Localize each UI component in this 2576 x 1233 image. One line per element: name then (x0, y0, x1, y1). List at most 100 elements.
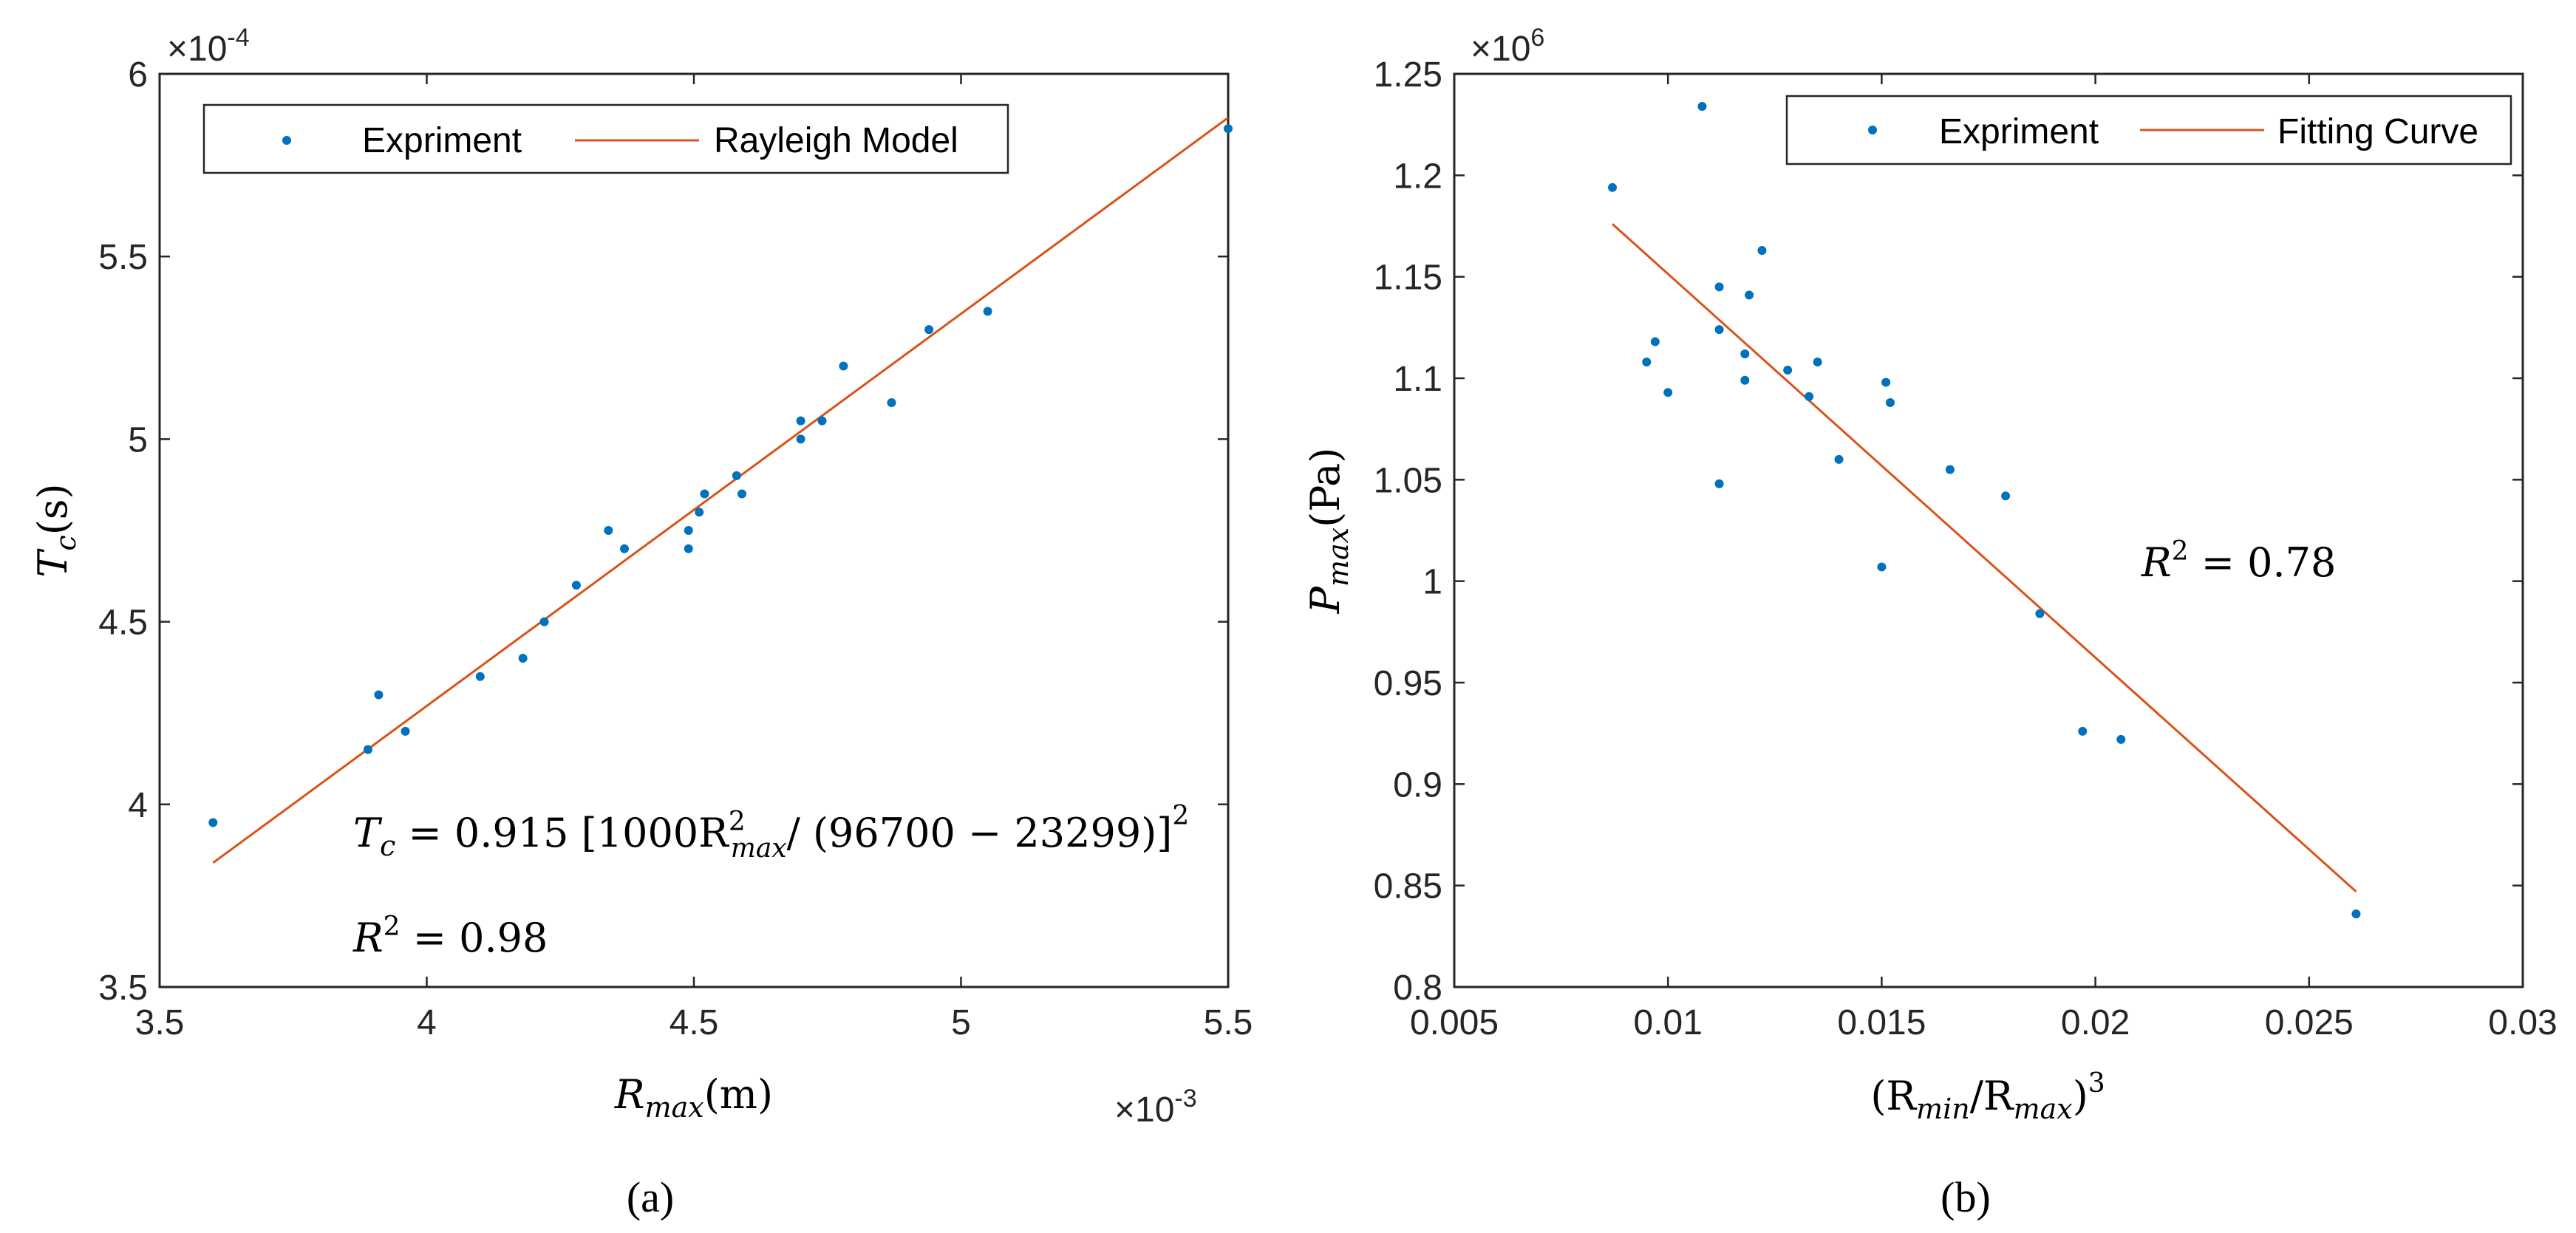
y-tick-label: 5 (128, 420, 148, 460)
data-point (1642, 358, 1652, 367)
x-tick-label: 0.02 (2061, 1003, 2130, 1042)
y-tick-label: 1.2 (1393, 157, 1442, 196)
x-tick-label: 4 (417, 1003, 437, 1042)
y-axis-label-b: Pmax(Pa) (1302, 448, 1355, 615)
data-point (817, 416, 827, 426)
data-point (1608, 182, 1618, 192)
x-axis-label-b: (Rmin/Rmax)3 (1870, 1068, 2105, 1125)
x-tick-label: 0.025 (2265, 1003, 2354, 1042)
data-point (539, 617, 549, 626)
series-b (1608, 101, 2361, 919)
r2-annotation-a: R2 = 0.98 (352, 912, 548, 961)
x-tick-label: 0.03 (2488, 1003, 2557, 1042)
x-multiplier-a: ×10-3 (1114, 1085, 1197, 1130)
data-point (2351, 909, 2361, 919)
data-point (2035, 609, 2045, 618)
data-point (887, 397, 896, 407)
data-point (1663, 388, 1673, 397)
y-tick-label: 1.1 (1393, 360, 1442, 399)
data-point (684, 544, 693, 553)
legend-box-a (202, 103, 1009, 174)
data-point (1813, 358, 1822, 367)
data-point (363, 745, 372, 754)
data-point (475, 672, 485, 681)
fit-line (212, 117, 1229, 864)
data-point (700, 489, 709, 499)
r2-annotation-b: R2 = 0.78 (2141, 536, 2336, 586)
data-point (1783, 366, 1793, 375)
y-tick-label: 0.85 (1374, 867, 1442, 906)
data-point (1877, 562, 1887, 572)
data-point (1697, 101, 1707, 111)
data-point (1745, 290, 1754, 300)
data-point (374, 690, 384, 700)
data-point (571, 581, 581, 590)
data-point (983, 307, 992, 316)
fit-line (1612, 223, 2357, 893)
y-multiplier-b: ×106 (1471, 24, 1544, 69)
data-point (1650, 337, 1660, 346)
legend-label-experiment-a: Expriment (362, 121, 522, 160)
data-point (2001, 491, 2011, 501)
data-point (208, 818, 218, 827)
data-point (1224, 124, 1233, 134)
legend-b: Expriment Fitting Curve (1785, 95, 2512, 165)
y-tick-label: 0.8 (1393, 969, 1442, 1008)
data-point (1714, 282, 1724, 292)
series-a (208, 117, 1233, 864)
y-tick-label: 5.5 (98, 238, 148, 277)
data-point (1714, 479, 1724, 488)
y-tick-label: 1 (1422, 563, 1442, 602)
data-point (796, 434, 805, 444)
x-axis-label-a: Rmax(m) (614, 1071, 773, 1124)
y-tick-label: 1.05 (1374, 461, 1442, 500)
x-tick-label: 4.5 (669, 1003, 719, 1042)
legend-marker-experiment-a (282, 136, 291, 145)
plot-area-b (1453, 72, 2524, 988)
data-point (1945, 465, 1955, 474)
x-ticks-a: 3.5 4 4.5 5 5.5 (135, 74, 1253, 1042)
y-multiplier-a: ×10-4 (167, 24, 250, 69)
y-tick-label: 4 (128, 786, 148, 825)
data-point (924, 325, 934, 335)
data-point (839, 361, 848, 371)
data-point (1805, 392, 1814, 401)
data-point (1885, 397, 1895, 407)
plot-area-a (158, 72, 1230, 988)
data-point (684, 526, 693, 535)
data-point (1757, 245, 1767, 255)
data-point (796, 416, 805, 426)
x-tick-label: 3.5 (135, 1003, 185, 1042)
x-tick-label: 5 (951, 1003, 971, 1042)
legend-label-model-a: Rayleigh Model (714, 121, 958, 160)
legend-marker-experiment-b (1868, 126, 1877, 134)
equation-annotation-a: Tc = 0.915 [1000R2 max/ (96700 − 23299)]2 (353, 801, 1189, 864)
data-point (1714, 325, 1724, 335)
y-tick-label: 0.95 (1374, 664, 1442, 703)
legend-a: Expriment Rayleigh Model (202, 103, 1009, 174)
x-tick-label: 5.5 (1204, 1003, 1253, 1042)
y-ticks-a: 3.5 4 4.5 5 5.5 6 (98, 55, 1228, 1008)
legend-label-experiment-b: Expriment (1939, 112, 2099, 151)
y-tick-label: 6 (128, 55, 148, 95)
data-point (695, 508, 704, 517)
y-tick-label: 1.25 (1374, 55, 1442, 95)
data-point (518, 654, 528, 663)
panel-a: 3.5 4 4.5 5 5.5 6 3.5 4 4.5 5 5.5 ×10-4 ×10-3 Rma… (30, 24, 1253, 1221)
y-ticks-b: 0.8 0.85 0.9 0.95 1 1.05 1.1 1.15 1.2 1.25 (1374, 55, 2523, 1008)
data-point (732, 471, 741, 480)
x-tick-label: 0.01 (1633, 1003, 1702, 1042)
legend-label-fit-b: Fitting Curve (2277, 112, 2478, 151)
data-point (737, 489, 747, 499)
data-point (1740, 349, 1750, 359)
caption-b: (b) (1940, 1173, 1991, 1221)
x-ticks-b: 0.005 0.01 0.015 0.02 0.025 0.03 (1410, 74, 2558, 1042)
data-point (1740, 375, 1750, 385)
y-tick-label: 1.15 (1374, 259, 1442, 298)
x-tick-label: 0.015 (1837, 1003, 1926, 1042)
caption-a: (a) (627, 1173, 674, 1221)
data-point (2116, 734, 2126, 744)
y-tick-label: 3.5 (98, 969, 148, 1008)
